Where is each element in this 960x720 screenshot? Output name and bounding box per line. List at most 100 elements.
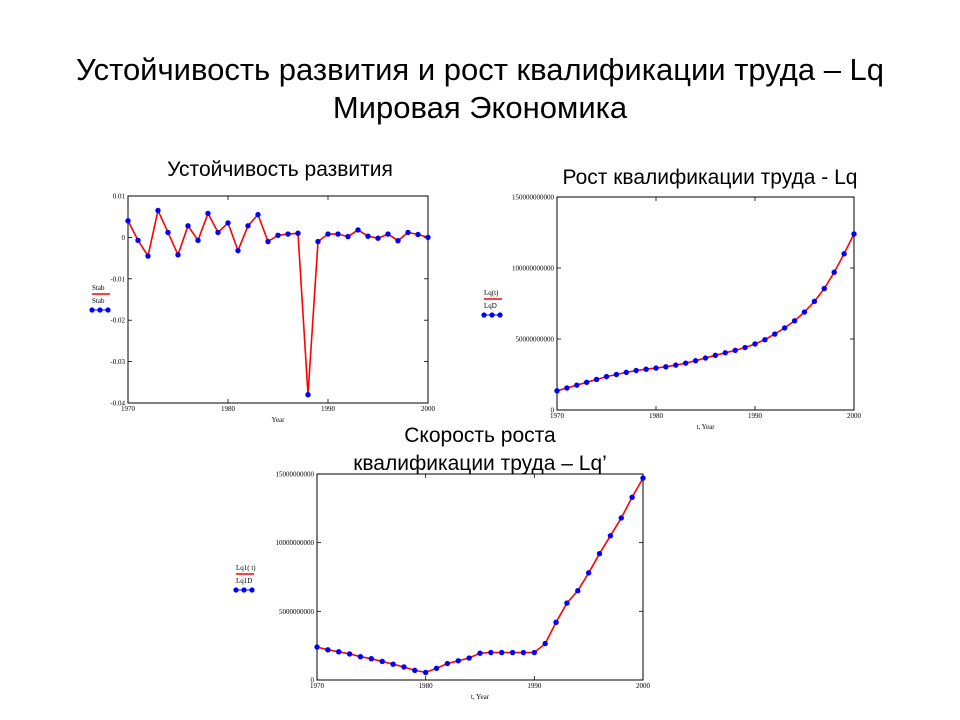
chart1-plot-frame (127, 195, 429, 404)
chart1-data-point (235, 247, 241, 254)
chart3-data-point (629, 494, 635, 501)
chart1-data-point (275, 232, 281, 239)
chart2-data-point (683, 360, 689, 366)
chart1-data-point (305, 392, 311, 398)
chart3-plot-frame (316, 473, 644, 681)
chart1-data-point (325, 231, 331, 237)
chart2-data-point (643, 366, 649, 372)
chart3-data-point (607, 533, 614, 539)
chart1-data-point (295, 230, 301, 236)
chart1-y-tick-label: -0.02 (110, 317, 125, 325)
chart2-legend-label-1: Lq(t) (484, 289, 499, 297)
chart3-series-line (316, 477, 644, 674)
chart3-data-point (640, 475, 646, 481)
chart3-data-point (368, 656, 375, 662)
chart2-data-point (752, 341, 758, 347)
chart3-data-point (553, 619, 559, 626)
chart3-y-tick-label: 5000000000 (279, 608, 315, 616)
chart2-data-point (791, 318, 798, 324)
chart1-x-tick-label: 1980 (221, 405, 236, 413)
chart2-data-point (722, 350, 728, 356)
chart3-data-point (466, 655, 472, 661)
chart2-series-line (556, 233, 855, 392)
chart3-title-line1: Скорость роста (404, 424, 556, 447)
chart1-data-point (415, 231, 421, 238)
chart1-data-point (155, 207, 161, 214)
chart3-x-tick-label: 1980 (419, 682, 434, 690)
chart1-data-point (335, 231, 341, 237)
chart1-y-tick-label: -0.01 (110, 275, 125, 283)
chart3-data-point (444, 660, 451, 667)
chart3-data-point (477, 650, 483, 656)
chart2-data-point (811, 298, 818, 305)
chart2-data-point (623, 369, 629, 376)
chart1-data-point (375, 235, 381, 241)
chart2-data-point (732, 347, 738, 354)
chart1-y-tick-label: 0 (122, 234, 126, 242)
chart2-legend-label-2: LqD (484, 302, 497, 310)
chart1-data-point (355, 227, 361, 233)
chart2-data-point (593, 376, 600, 383)
chart3-data-point (455, 658, 461, 664)
chart2-data-point (841, 251, 847, 257)
chart1-data-point (225, 220, 231, 226)
chart3-x-tick-label: 2000 (636, 682, 651, 690)
chart2-data-point (821, 285, 827, 292)
chart3-data-point (564, 600, 570, 606)
chart1-data-point (135, 237, 141, 243)
chart3-x-tick-label: 1990 (527, 682, 542, 690)
slide-title-line1: Устойчивость развития и рост квалификаци… (75, 52, 885, 87)
chart3-data-point (390, 661, 396, 667)
chart3-y-tick-label: 10000000000 (276, 539, 315, 547)
chart2-data-point (772, 331, 778, 337)
chart1-legend-swatch-dot (105, 307, 111, 313)
chart2-x-tick-label: 2000 (847, 412, 862, 420)
chart1-y-tick-label: 0.01 (113, 193, 126, 201)
chart2-data-point (663, 364, 669, 370)
chart1-data-point (185, 223, 191, 229)
chart2-title: Рост квалификации труда - Lq (562, 166, 858, 189)
chart2-data-point (633, 367, 639, 374)
chart2-data-point (603, 373, 610, 380)
chart3-legend-swatch-dot (249, 587, 255, 593)
chart2-legend-swatch-dot (481, 312, 487, 318)
chart1-data-point (385, 231, 391, 237)
chart3-data-point (596, 550, 603, 557)
chart1-data-point (145, 253, 151, 259)
chart3-data-point (379, 658, 385, 665)
chart2-data-point (801, 309, 808, 315)
chart1-data-point (265, 238, 271, 245)
chart2-y-tick-label: 50000000000 (516, 336, 555, 344)
chart1-data-point (205, 210, 211, 217)
chart1-data-point (365, 233, 371, 239)
chart1-series-line (127, 209, 429, 396)
chart2-x-tick-label: 1980 (649, 412, 664, 420)
chart3-y-tick-label: 0 (311, 677, 315, 685)
chart2-data-point (712, 352, 719, 359)
chart2-data-point (554, 388, 560, 394)
chart2-data-point (692, 358, 699, 364)
chart2-y-tick-label: 150000000000 (512, 194, 555, 202)
chart1-data-point (405, 229, 411, 236)
chart2-x-tick-label: 1970 (550, 412, 565, 420)
chart3-legend-label-2: Lq1D (236, 577, 252, 585)
chart1-legend-swatch-dot (89, 307, 95, 313)
chart1-legend-label-2: Stab (92, 297, 105, 305)
chart3-x-tick-label: 1970 (310, 682, 325, 690)
chart2-y-tick-label: 100000000000 (512, 265, 555, 273)
chart1-data-point (195, 237, 201, 243)
chart3-legend-swatch-dot (233, 587, 239, 593)
chart1-x-tick-label: 1990 (321, 405, 336, 413)
chart2-data-point (702, 355, 709, 361)
chart3-title-line2: квалификации труда – Lq’ (353, 452, 607, 475)
chart3-data-point (488, 649, 494, 656)
chart3-data-point (422, 669, 429, 676)
chart2-data-point (762, 337, 768, 343)
chart1-data-point (315, 238, 321, 245)
chart3-legend-label-1: Lq1( t) (236, 564, 256, 572)
chart3-data-point (531, 649, 538, 656)
chart1-data-point (425, 234, 431, 241)
chart2-data-point (742, 344, 748, 351)
chart1-data-point (285, 231, 291, 237)
